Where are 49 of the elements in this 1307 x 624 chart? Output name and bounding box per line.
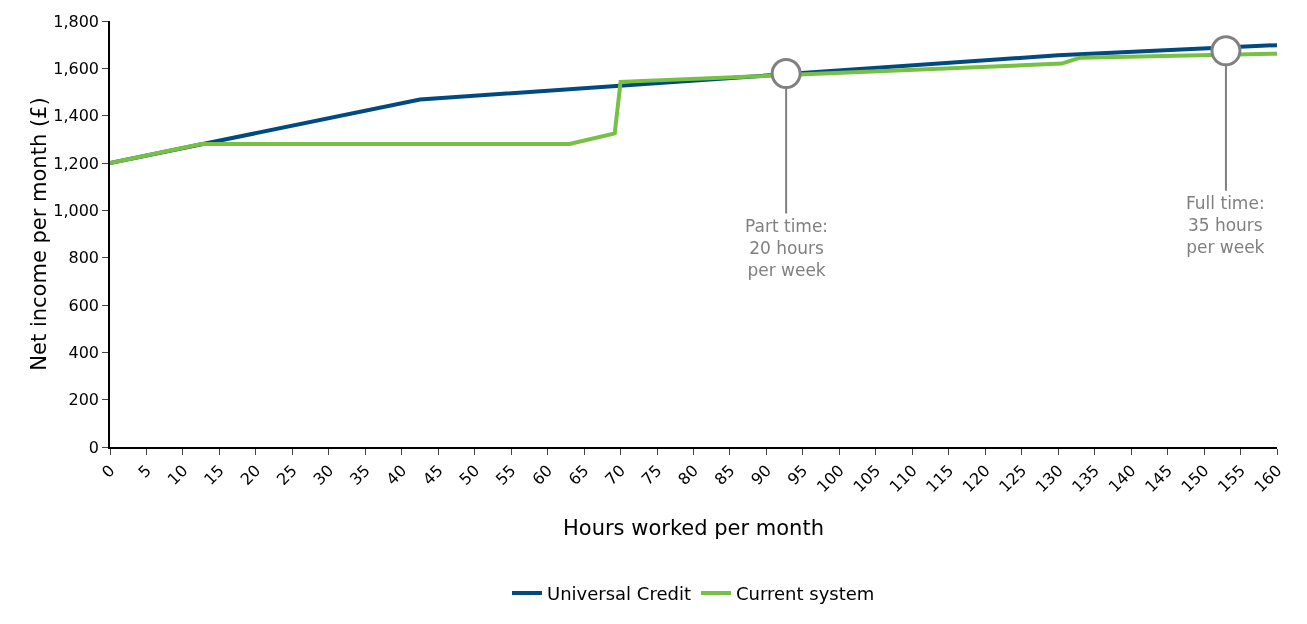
x-tick-label: 25: [272, 461, 301, 489]
x-tick-label: 100: [812, 461, 848, 497]
x-tick-label: 55: [491, 461, 520, 489]
x-tick-label: 20: [236, 461, 265, 489]
y-tick-label: 1,200: [53, 153, 100, 173]
x-tick-label: 30: [309, 461, 338, 489]
x-tick-label: 120: [958, 461, 994, 497]
y-tick-label: 0: [88, 437, 100, 457]
legend-label: Current system: [735, 583, 875, 605]
x-tick-label: 60: [528, 461, 557, 489]
x-tick-label: 95: [783, 461, 812, 489]
x-tick-label: 35: [345, 461, 374, 489]
x-tick-label: 75: [637, 461, 666, 489]
x-tick-label: 40: [382, 461, 411, 489]
x-tick-label: 80: [674, 461, 702, 489]
y-tick-label: 600: [68, 295, 100, 315]
x-tick-label: 0: [97, 461, 119, 482]
x-tick-label: 110: [885, 461, 921, 497]
x-tick-label: 150: [1177, 461, 1213, 497]
y-tick-label: 1,400: [53, 106, 100, 126]
x-tick-label: 65: [564, 461, 593, 489]
y-axis-title: Net income per month (£): [27, 97, 52, 371]
x-tick-label: 85: [710, 461, 739, 489]
x-tick-label: 90: [747, 461, 775, 489]
x-tick-label: 45: [418, 461, 447, 489]
x-tick-label: 50: [455, 461, 484, 489]
annotation: Full time: 35 hours per week: [1186, 193, 1265, 258]
x-tick-label: 15: [200, 461, 228, 489]
x-tick-label: 105: [849, 461, 885, 497]
x-tick-label: 140: [1104, 461, 1140, 497]
x-tick-label: 5: [134, 461, 155, 482]
y-tick-label: 400: [68, 342, 100, 362]
y-tick-label: 1,000: [53, 200, 100, 220]
y-tick-label: 1,800: [53, 11, 100, 31]
x-tick-label: 130: [1031, 461, 1067, 497]
x-tick-label: 10: [163, 461, 192, 489]
x-tick-label: 145: [1141, 461, 1177, 497]
y-tick-label: 800: [68, 248, 100, 268]
y-tick-label: 1,600: [53, 58, 100, 78]
y-tick-label: 200: [68, 390, 100, 410]
x-tick-label: 70: [601, 461, 630, 489]
legend-label: Universal Credit: [547, 583, 691, 605]
x-tick-label: 135: [1068, 461, 1104, 497]
x-tick-label: 160: [1250, 461, 1286, 497]
x-tick-label: 125: [995, 461, 1031, 497]
x-axis-title: Hours worked per month: [563, 515, 824, 540]
x-tick-label: 115: [922, 461, 958, 497]
x-tick-label: 155: [1213, 461, 1250, 497]
annotation: Part time: 20 hours per week: [745, 216, 829, 281]
